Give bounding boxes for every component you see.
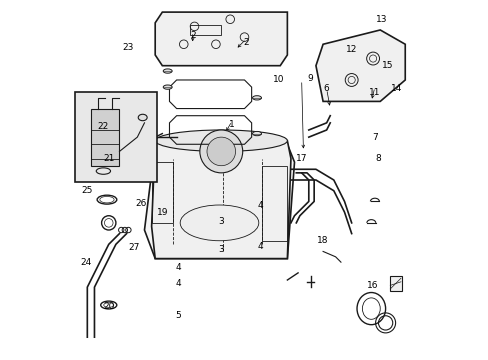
Text: 27: 27 [128, 243, 139, 252]
Text: 4: 4 [175, 263, 181, 272]
Text: 21: 21 [103, 154, 114, 163]
Text: 4: 4 [257, 201, 263, 210]
Polygon shape [91, 109, 119, 166]
Ellipse shape [138, 114, 147, 121]
Polygon shape [315, 30, 405, 102]
Text: 23: 23 [122, 43, 134, 52]
Ellipse shape [252, 96, 261, 100]
Text: 9: 9 [307, 74, 313, 83]
Text: 16: 16 [366, 281, 378, 290]
Text: 26: 26 [135, 199, 146, 208]
Text: 24: 24 [80, 258, 91, 267]
Text: 12: 12 [346, 45, 357, 54]
Ellipse shape [163, 69, 172, 73]
Polygon shape [151, 141, 290, 258]
Text: 8: 8 [375, 154, 381, 163]
Circle shape [200, 130, 242, 173]
Text: 13: 13 [375, 15, 387, 24]
Text: 19: 19 [156, 208, 168, 217]
Polygon shape [155, 12, 287, 66]
Text: 4: 4 [257, 242, 263, 251]
Circle shape [206, 137, 235, 166]
Text: 17: 17 [295, 154, 307, 163]
Text: 11: 11 [368, 88, 380, 97]
Text: 20: 20 [103, 302, 114, 311]
Text: 25: 25 [81, 186, 93, 195]
Text: 14: 14 [390, 84, 401, 93]
FancyBboxPatch shape [75, 93, 157, 182]
Ellipse shape [180, 205, 258, 241]
Text: 4: 4 [175, 279, 181, 288]
FancyBboxPatch shape [389, 276, 401, 292]
Ellipse shape [252, 131, 261, 136]
Text: 10: 10 [272, 76, 284, 85]
Text: 15: 15 [381, 61, 392, 70]
Text: 3: 3 [218, 245, 224, 254]
Text: 7: 7 [371, 132, 377, 141]
Text: 22: 22 [98, 122, 109, 131]
Text: 18: 18 [317, 236, 328, 245]
Text: 1: 1 [229, 120, 234, 129]
Text: 3: 3 [218, 217, 224, 226]
Text: 5: 5 [175, 311, 181, 320]
Ellipse shape [163, 85, 172, 89]
Ellipse shape [155, 130, 287, 152]
Polygon shape [144, 144, 294, 258]
Text: 6: 6 [323, 84, 329, 93]
Text: 2: 2 [243, 38, 248, 47]
Text: 2: 2 [189, 31, 195, 40]
